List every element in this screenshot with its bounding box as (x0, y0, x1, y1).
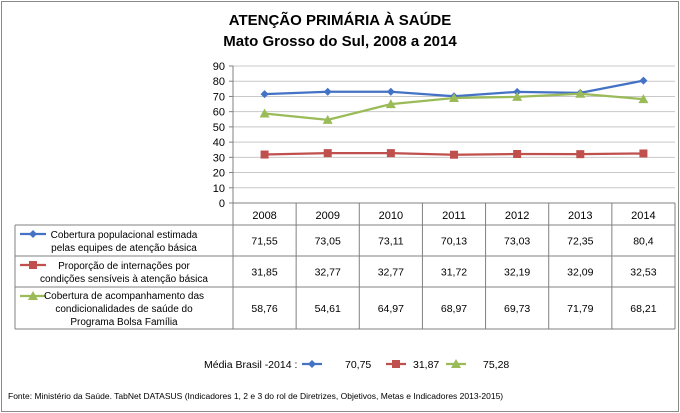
data-value-cell: 73,03 (504, 236, 530, 248)
data-point (322, 114, 333, 124)
y-tick-label: 10 (213, 183, 225, 195)
legend-label: Cobertura de acompanhamento das (44, 291, 204, 302)
data-value-cell: 32,09 (567, 267, 593, 279)
legend-label: Programa Bolsa Família (70, 317, 178, 328)
data-point (575, 88, 586, 98)
data-value-cell: 71,55 (251, 236, 277, 248)
data-value-cell: 72,35 (567, 236, 593, 248)
legend-label: Proporção de internações por (58, 261, 190, 272)
data-value-cell: 32,53 (630, 267, 656, 279)
data-point (385, 99, 396, 109)
legend-label: pelas equipes de atenção básica (51, 243, 197, 254)
x-category-label: 2014 (631, 210, 655, 222)
data-value-cell: 73,11 (378, 236, 404, 248)
data-value-cell: 73,05 (315, 236, 341, 248)
data-point (386, 149, 395, 158)
media-label: Média Brasil -2014 : (204, 359, 297, 371)
data-point (449, 93, 459, 103)
data-value-cell: 54,61 (315, 303, 341, 315)
data-value-cell: 80,4 (633, 236, 654, 248)
data-value-cell: 64,97 (378, 303, 404, 315)
data-point (386, 87, 395, 96)
data-value-cell: 32,19 (504, 267, 530, 279)
legend-key-marker (29, 230, 37, 238)
data-value-cell: 69,73 (504, 303, 530, 315)
data-point (638, 94, 649, 104)
y-tick-label: 70 (213, 91, 225, 103)
data-point (323, 149, 332, 158)
media-key-marker (451, 359, 461, 368)
y-tick-label: 40 (213, 137, 225, 149)
data-point (260, 150, 269, 159)
source-note: Fonte: Ministério da Saúde. TabNet DATAS… (8, 391, 504, 401)
x-category-label: 2013 (568, 210, 592, 222)
media-value: 70,75 (345, 359, 371, 371)
data-value-cell: 70,13 (441, 236, 467, 248)
y-tick-label: 30 (213, 152, 225, 164)
y-tick-label: 60 (213, 107, 225, 119)
data-point (513, 87, 522, 96)
media-value: 75,28 (483, 359, 509, 371)
data-point (450, 150, 458, 159)
legend-key-marker (28, 291, 38, 300)
x-category-label: 2011 (442, 210, 466, 222)
legend-label: condicionalidades de saúde do (55, 304, 193, 315)
x-category-label: 2008 (252, 210, 276, 222)
data-point (260, 90, 269, 99)
media-key-marker (392, 360, 400, 368)
y-tick-label: 80 (213, 76, 225, 88)
y-tick-label: 20 (213, 168, 225, 180)
y-tick-label: 50 (213, 122, 225, 134)
data-point (639, 149, 648, 158)
chart-title: ATENÇÃO PRIMÁRIA À SAÚDE (228, 12, 452, 29)
data-value-cell: 68,21 (630, 303, 656, 315)
data-point (323, 87, 332, 96)
data-point (576, 150, 585, 159)
data-point (259, 108, 270, 118)
data-value-cell: 68,97 (441, 303, 467, 315)
legend-label: condições sensíveis à atenção básica (40, 274, 208, 285)
legend-key-marker (29, 261, 37, 269)
legend-label: Cobertura populacional estimada (51, 230, 198, 241)
chart-subtitle: Mato Grosso do Sul, 2008 a 2014 (223, 33, 457, 50)
data-point (513, 149, 522, 158)
data-point (639, 76, 648, 85)
data-value-cell: 71,79 (567, 303, 593, 315)
media-value: 31,87 (413, 359, 439, 371)
data-value-cell: 58,76 (251, 303, 277, 315)
y-tick-label: 0 (219, 198, 225, 210)
data-value-cell: 31,72 (441, 267, 467, 279)
data-value-cell: 31,85 (251, 267, 277, 279)
media-key-marker (308, 360, 316, 368)
x-category-label: 2010 (379, 210, 403, 222)
data-value-cell: 32,77 (378, 267, 404, 279)
data-value-cell: 32,77 (315, 267, 341, 279)
y-tick-label: 90 (213, 61, 225, 73)
data-point (512, 91, 523, 101)
x-category-label: 2009 (315, 210, 339, 222)
x-category-label: 2012 (505, 210, 529, 222)
